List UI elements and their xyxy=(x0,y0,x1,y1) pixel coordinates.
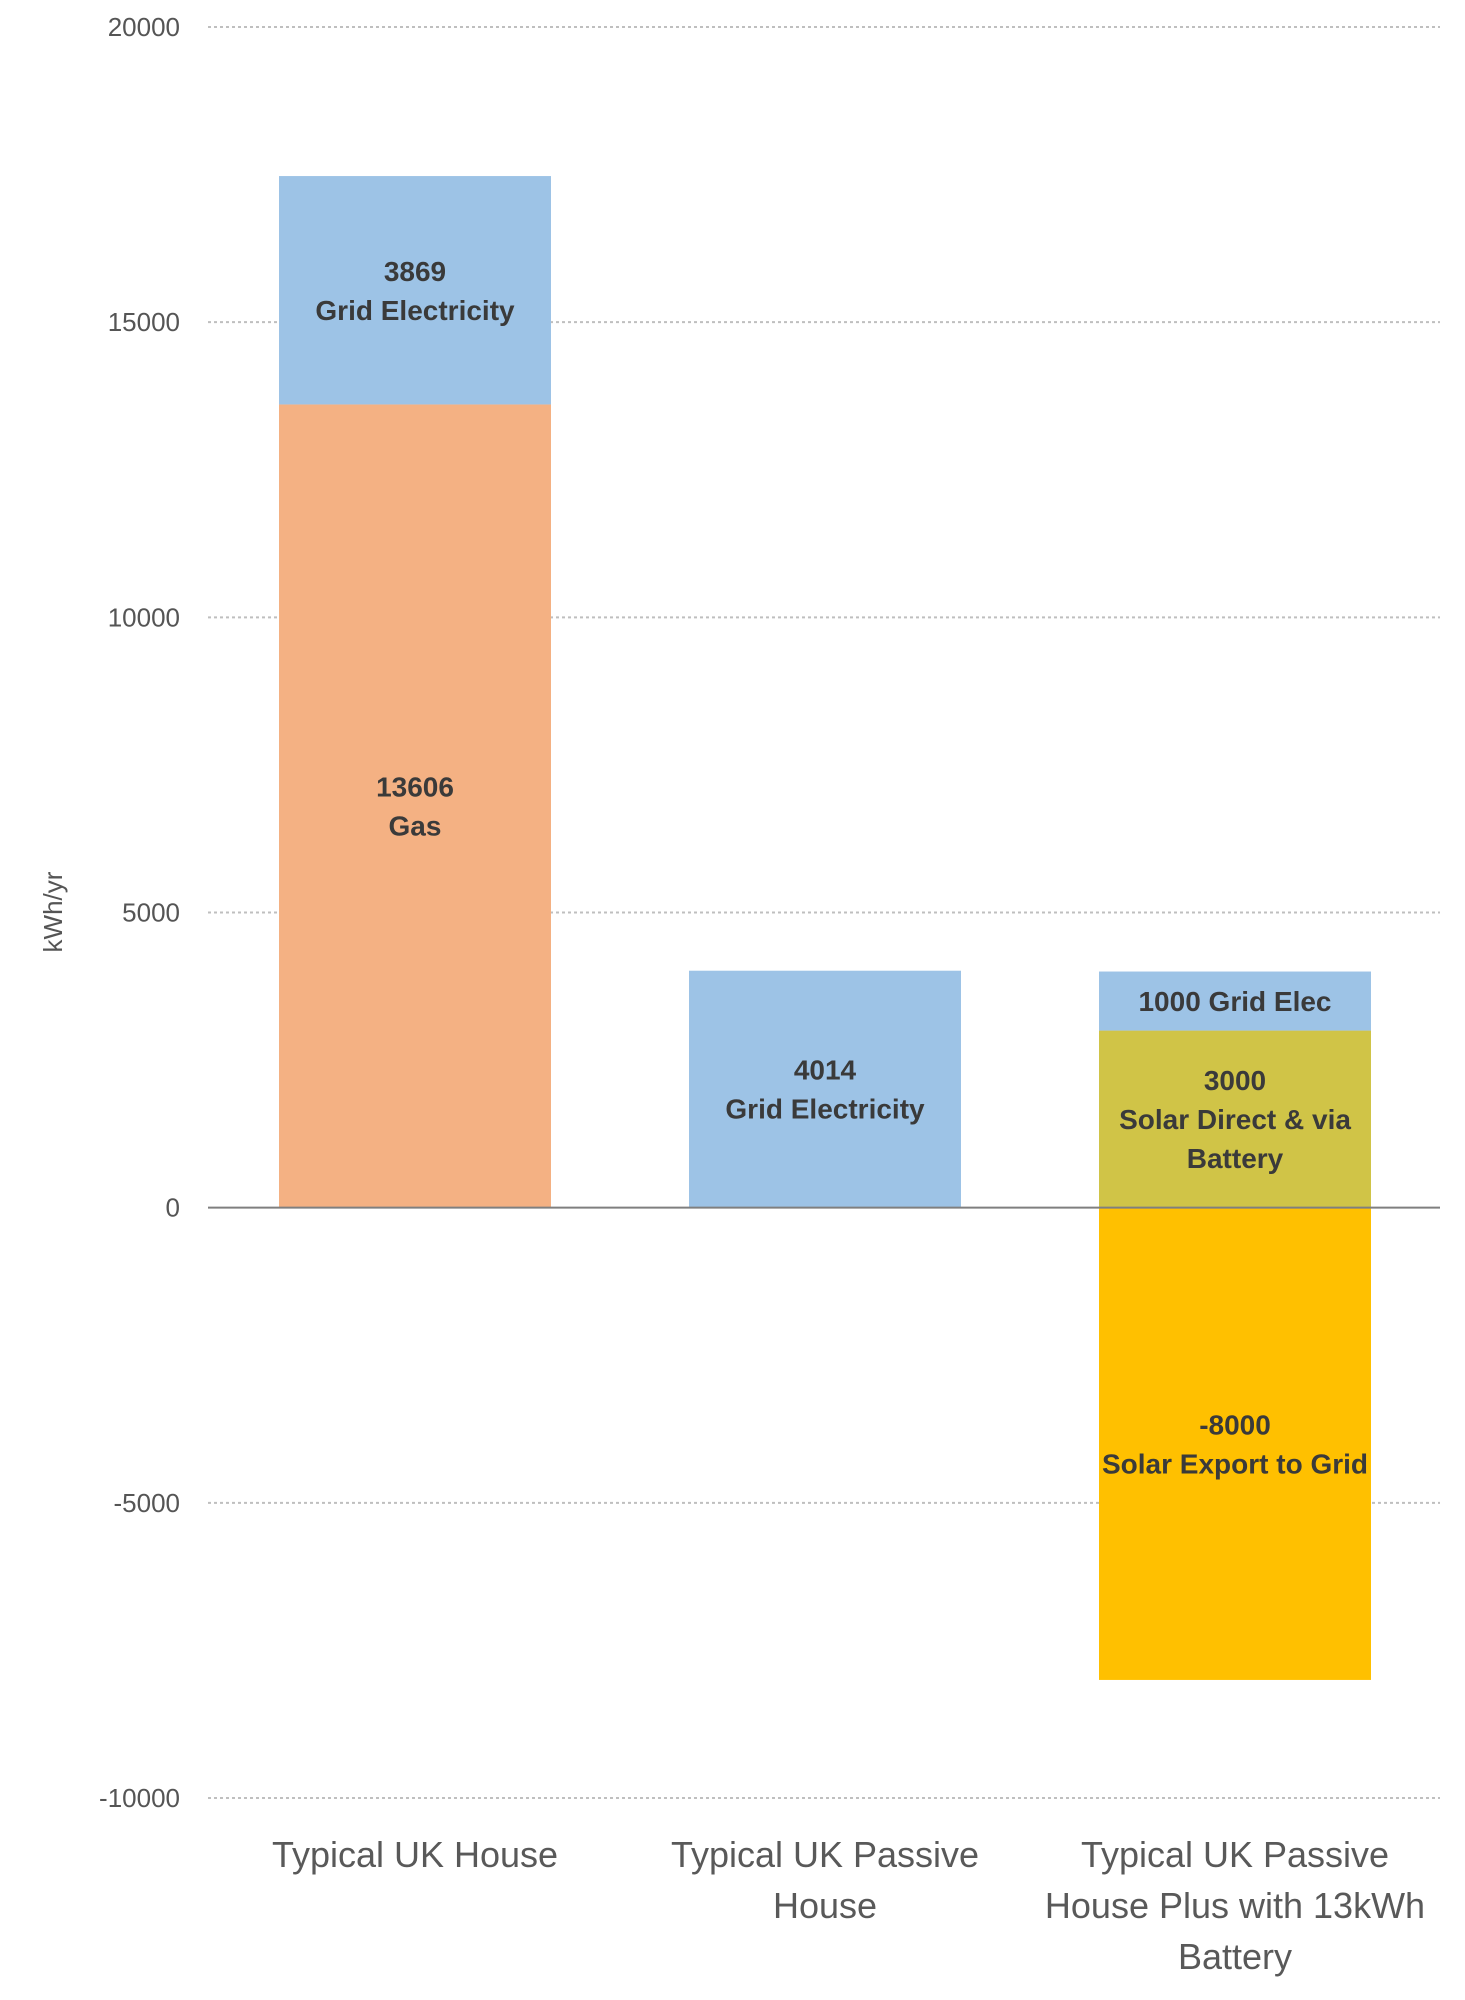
data-label-line: Gas xyxy=(389,811,442,842)
category-label: Typical UK Passive House xyxy=(671,1834,979,1926)
data-label-line: Grid Electricity xyxy=(315,295,515,326)
data-label-line: 3869 xyxy=(384,256,446,287)
data-label-line: Solar Direct & via xyxy=(1119,1104,1351,1135)
data-label-line: 1000 Grid Elec xyxy=(1138,986,1331,1017)
data-labels: 13606 Gas 3869 Grid Electricity 4014 Grid Ele… xyxy=(315,256,1368,1480)
data-label: 13606 Gas xyxy=(376,772,454,842)
data-label-line: Grid Electricity xyxy=(725,1094,925,1125)
y-tick-labels: 20000 15000 10000 5000 0 -5000 -10000 xyxy=(99,12,180,1813)
data-label: 4014 Grid Electricity xyxy=(725,1055,925,1125)
category-labels: Typical UK House Typical UK Passive HouseT… xyxy=(272,1834,1425,1977)
category-label-line: Battery xyxy=(1178,1936,1292,1977)
data-label-line: 4014 xyxy=(794,1055,857,1086)
data-label-line: 3000 xyxy=(1204,1065,1266,1096)
bar-segment xyxy=(1099,1030,1371,1208)
y-tick-label: 5000 xyxy=(122,898,180,928)
data-label-line: Battery xyxy=(1187,1143,1284,1174)
category-label-line: Typical UK Passive xyxy=(671,1834,979,1875)
y-tick-label: -10000 xyxy=(99,1783,180,1813)
data-label: 1000 Grid Elec xyxy=(1138,986,1331,1017)
category-label-line: House Plus with 13kWh xyxy=(1045,1885,1425,1926)
category-label-line: House xyxy=(773,1885,877,1926)
y-axis-title: kWh/yr xyxy=(38,871,68,952)
bar-segment xyxy=(689,970,961,1208)
category-label: Typical UK Passive House Plus with 13kWh B… xyxy=(1045,1834,1425,1977)
category-label: Typical UK House xyxy=(272,1834,558,1875)
data-label-line: -8000 xyxy=(1199,1409,1271,1440)
category-label-line: Typical UK Passive xyxy=(1081,1834,1389,1875)
y-tick-label: -5000 xyxy=(114,1488,181,1518)
category-label-line: Typical UK House xyxy=(272,1834,558,1875)
bars xyxy=(279,176,1371,1680)
bar-segment xyxy=(279,404,551,1208)
y-tick-label: 20000 xyxy=(108,12,180,42)
bar-segment xyxy=(1099,971,1371,1031)
data-label-line: Solar Export to Grid xyxy=(1102,1448,1368,1479)
bar-segment xyxy=(1099,1207,1371,1680)
y-tick-label: 15000 xyxy=(108,307,180,337)
y-tick-label: 10000 xyxy=(108,602,180,632)
data-label: 3869 Grid Electricity xyxy=(315,256,515,326)
data-label: -8000 Solar Export to Grid xyxy=(1102,1409,1368,1479)
data-label-line: 13606 xyxy=(376,772,454,803)
y-tick-label: 0 xyxy=(166,1193,180,1223)
bar-segment xyxy=(279,176,551,405)
data-label: 3000 Solar Direct & via Battery xyxy=(1119,1065,1351,1174)
